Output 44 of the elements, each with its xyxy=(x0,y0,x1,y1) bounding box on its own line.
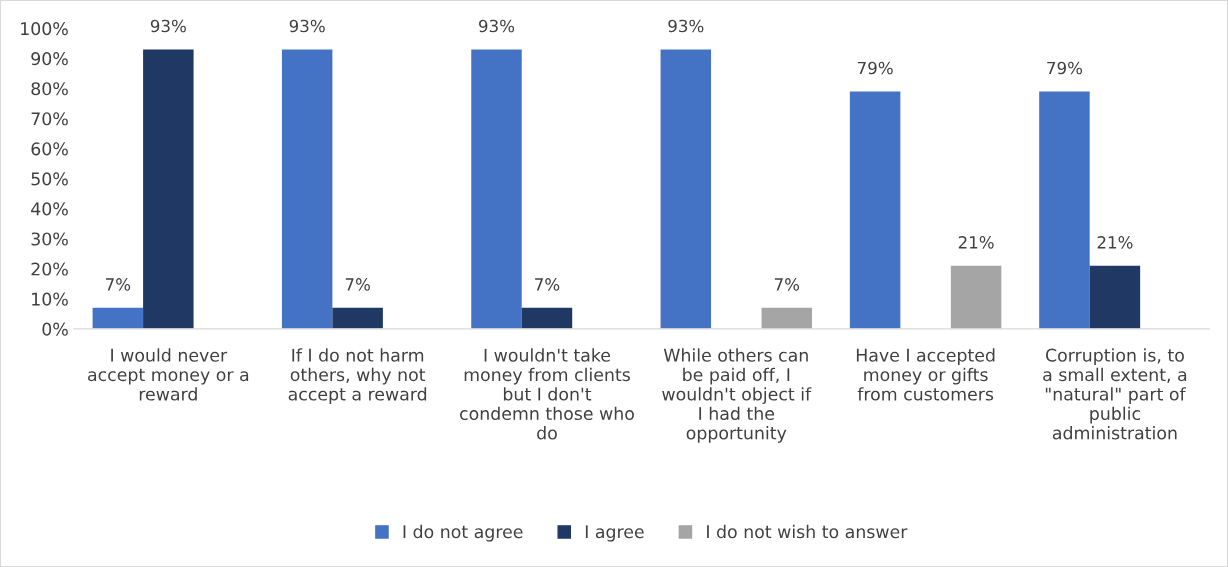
data-label: 21% xyxy=(958,236,994,249)
y-tick-label: 90% xyxy=(31,52,68,66)
x-tick-label: I wouldn't take money from clients but I don't condemn those who do xyxy=(460,348,634,440)
x-tick-label: While others can be paid off, I wouldn't object if I had the opportunity xyxy=(662,348,812,443)
legend-label: I agree xyxy=(585,525,644,542)
bar xyxy=(660,49,712,329)
y-tick-label: 50% xyxy=(31,172,68,186)
bar xyxy=(92,307,144,329)
bar xyxy=(849,91,901,329)
x-tick-label: If I do not harm others, why not accept a reward xyxy=(288,348,427,404)
data-label: 79% xyxy=(1047,61,1083,75)
x-tick-label: I would never accept money or a reward xyxy=(88,348,249,401)
data-label: 7% xyxy=(106,278,131,291)
data-label: 93% xyxy=(289,19,325,33)
y-tick-label: 60% xyxy=(31,142,68,156)
y-tick-label: 70% xyxy=(31,112,68,126)
data-label: 93% xyxy=(479,19,515,33)
y-tick-label: 30% xyxy=(31,232,68,246)
data-label: 93% xyxy=(150,19,186,33)
bar xyxy=(143,49,194,329)
y-tick-label: 100% xyxy=(21,22,68,36)
legend-label: I do not wish to answer xyxy=(707,524,908,539)
y-tick-label: 20% xyxy=(31,262,68,276)
y-tick-label: 0% xyxy=(42,322,68,336)
x-tick-label: Corruption is, to a small extent, a "natural" part of public administration xyxy=(1043,348,1187,440)
y-tick-label: 10% xyxy=(32,292,68,306)
y-tick-label: 40% xyxy=(31,202,68,216)
data-label: 79% xyxy=(857,61,893,75)
bar xyxy=(471,49,522,329)
data-label: 7% xyxy=(535,278,560,291)
bar xyxy=(1039,91,1090,329)
bar xyxy=(761,307,813,329)
bar xyxy=(281,49,333,329)
data-label: 21% xyxy=(1097,236,1133,249)
y-tick-label: 80% xyxy=(31,82,68,96)
data-label: 7% xyxy=(345,278,370,291)
bar xyxy=(521,307,573,329)
data-label: 7% xyxy=(774,278,800,291)
bar xyxy=(1089,265,1141,329)
bar xyxy=(332,307,383,329)
bar xyxy=(950,265,1002,329)
x-tick-label: Have I accepted money or gifts from customers xyxy=(856,348,995,401)
data-label: 93% xyxy=(668,19,704,33)
legend-label: I do not agree xyxy=(403,524,523,542)
